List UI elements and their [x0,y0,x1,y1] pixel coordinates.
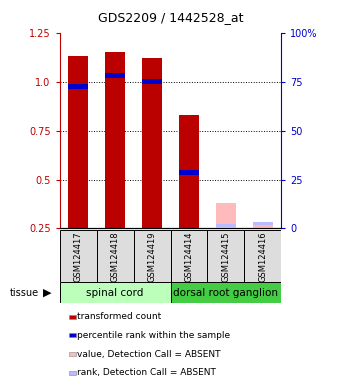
Bar [68,84,88,89]
Bar [216,224,236,227]
Bar [69,371,76,375]
Bar [170,230,207,282]
Text: GSM124417: GSM124417 [74,231,83,281]
Text: GSM124419: GSM124419 [148,231,157,281]
Bar [97,230,134,282]
Text: ▶: ▶ [43,288,51,298]
Bar [170,282,281,303]
Bar [134,230,170,282]
Bar [179,170,199,175]
Text: dorsal root ganglion: dorsal root ganglion [174,288,278,298]
Bar [179,115,199,228]
Bar [69,333,76,337]
Text: spinal cord: spinal cord [86,288,144,298]
Text: transformed count: transformed count [77,312,162,321]
Text: percentile rank within the sample: percentile rank within the sample [77,331,231,340]
Text: GSM124415: GSM124415 [221,231,231,281]
Bar [207,230,244,282]
Text: GSM124418: GSM124418 [110,231,120,281]
Text: value, Detection Call = ABSENT: value, Detection Call = ABSENT [77,349,221,359]
Text: GSM124416: GSM124416 [258,231,267,281]
Bar [60,282,170,303]
Bar [142,79,162,84]
Bar [142,58,162,228]
Text: rank, Detection Call = ABSENT: rank, Detection Call = ABSENT [77,368,216,377]
Bar [105,52,125,228]
Text: GSM124414: GSM124414 [184,231,193,281]
Bar [105,73,125,78]
Bar [60,230,97,282]
Bar [216,203,236,228]
Bar [69,352,76,356]
Bar [68,56,88,228]
Bar [253,222,273,225]
Bar [244,230,281,282]
Text: tissue: tissue [10,288,39,298]
Bar [253,225,273,228]
Text: GDS2209 / 1442528_at: GDS2209 / 1442528_at [98,12,243,25]
Bar [69,314,76,319]
